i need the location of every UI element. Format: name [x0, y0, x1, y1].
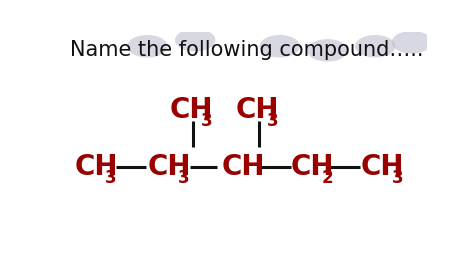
- Circle shape: [259, 35, 300, 57]
- Text: 3: 3: [201, 112, 212, 130]
- Text: 2: 2: [321, 169, 333, 187]
- Text: CH: CH: [74, 153, 118, 181]
- Text: 3: 3: [266, 112, 278, 130]
- Text: CH: CH: [170, 96, 213, 124]
- Circle shape: [307, 39, 347, 62]
- Text: CH: CH: [221, 153, 264, 181]
- Text: 3: 3: [105, 169, 117, 187]
- Circle shape: [127, 35, 168, 57]
- Text: CH: CH: [236, 96, 279, 124]
- Circle shape: [175, 29, 215, 51]
- Text: 3: 3: [392, 169, 403, 187]
- Text: CH: CH: [291, 153, 335, 181]
- Text: 3: 3: [178, 169, 190, 187]
- Text: CH: CH: [361, 153, 404, 181]
- Circle shape: [355, 35, 395, 57]
- Text: Name the following compound…..: Name the following compound…..: [70, 40, 424, 60]
- Text: CH: CH: [148, 153, 191, 181]
- Circle shape: [392, 31, 432, 53]
